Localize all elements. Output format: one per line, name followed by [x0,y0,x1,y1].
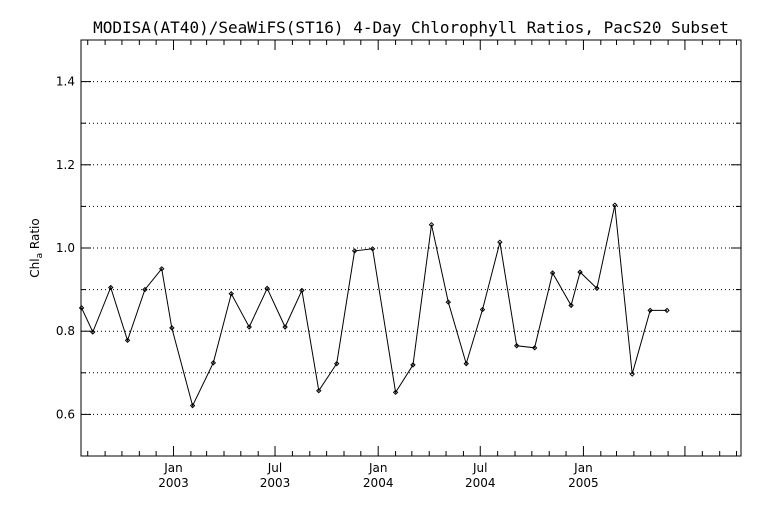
x-tick-label-month: Jul [472,461,487,475]
data-point [124,337,131,344]
data-point [410,362,416,368]
data-point [90,329,96,335]
series-line [81,205,667,408]
chart-title: MODISA(AT40)/SeaWiFS(ST16) 4-Day Chlorop… [93,18,729,37]
data-point [577,269,583,275]
y-tick-label: 1.2 [56,158,75,172]
data-point [210,360,217,366]
plot-frame [80,39,742,457]
data-point [108,284,114,291]
data-point [264,285,270,292]
x-tick-label-year: 2004 [363,476,394,490]
data-point [228,291,234,297]
x-tick-label-month: Jan [573,461,593,475]
data-point [316,387,322,394]
x-tick-label-year: 2003 [158,476,189,490]
y-tick-label: 1.0 [56,241,75,255]
data-point [445,299,451,305]
x-tick-label-year: 2005 [568,476,599,490]
data-point [351,248,358,254]
y-axis-label-main: Chl [28,258,42,277]
series [78,202,670,409]
data-point [568,302,574,309]
data-point [299,287,305,294]
data-point [333,360,340,367]
data-point [369,246,376,252]
y-axis-label-rest: Ratio [28,218,42,253]
data-point [428,221,435,228]
y-tick-label: 1.4 [56,75,75,89]
data-point [479,306,486,313]
data-point [594,285,600,292]
data-point [189,402,196,409]
x-tick-label-year: 2004 [465,476,496,490]
data-point [531,345,538,351]
y-tick-label: 0.8 [56,324,75,338]
x-tick-label-month: Jan [163,461,183,475]
data-point [513,343,520,349]
y-axis-label-subscript: a [35,253,45,259]
data-point [246,324,252,330]
data-point [629,371,635,377]
data-point [282,324,288,330]
data-point [549,270,556,276]
data-point [392,389,399,396]
data-point [78,305,85,311]
data-point [169,325,175,331]
data-point [497,239,503,245]
data-point [463,360,469,367]
x-tick-label-year: 2003 [260,476,291,490]
data-point [612,202,618,208]
y-tick-label: 0.6 [56,407,75,421]
data-point [142,286,148,293]
data-point [647,307,653,314]
x-tick-label-month: Jul [267,461,282,475]
data-point [664,307,670,314]
y-axis: 0.6 0.8 1.0 1.2 1.4 [56,39,741,457]
y-axis-label: Chla Ratio [28,218,45,277]
data-point [159,266,165,272]
x-tick-label-month: Jan [368,461,388,475]
